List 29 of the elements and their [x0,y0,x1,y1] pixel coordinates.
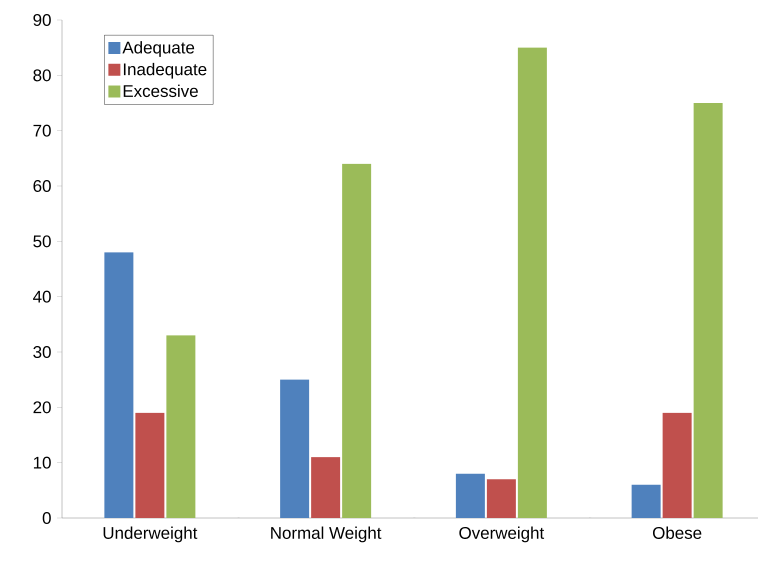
bar [311,457,340,518]
x-tick-label: Underweight [104,526,198,542]
bar [342,164,372,518]
y-tick-label: 90 [33,14,51,26]
legend-label: Excessive [124,84,198,98]
y-tick-label: 10 [34,456,51,469]
y-tick-label: 80 [33,69,51,82]
bar [518,48,547,518]
bar [632,484,661,518]
y-tick-label: 0 [42,512,51,524]
bar [486,479,516,518]
bar [135,412,164,518]
x-tick-label: Overweight [459,526,544,542]
bar [104,252,134,518]
y-tick-label: 70 [34,124,51,137]
y-tick-label: 20 [34,401,51,414]
legend-label: Adequate [122,41,194,57]
bar [662,412,692,518]
bar [166,335,196,518]
y-tick-label: 60 [34,180,51,192]
x-tick-label: Normal Weight [271,526,382,542]
x-tick-label: Obese [652,526,702,539]
y-tick-label: 40 [33,290,51,303]
bar [456,474,485,518]
legend-label: Inadequate [124,62,206,79]
y-tick-label: 30 [33,346,51,358]
bar [280,380,310,518]
y-tick-label: 50 [33,235,51,248]
bar [694,102,723,518]
